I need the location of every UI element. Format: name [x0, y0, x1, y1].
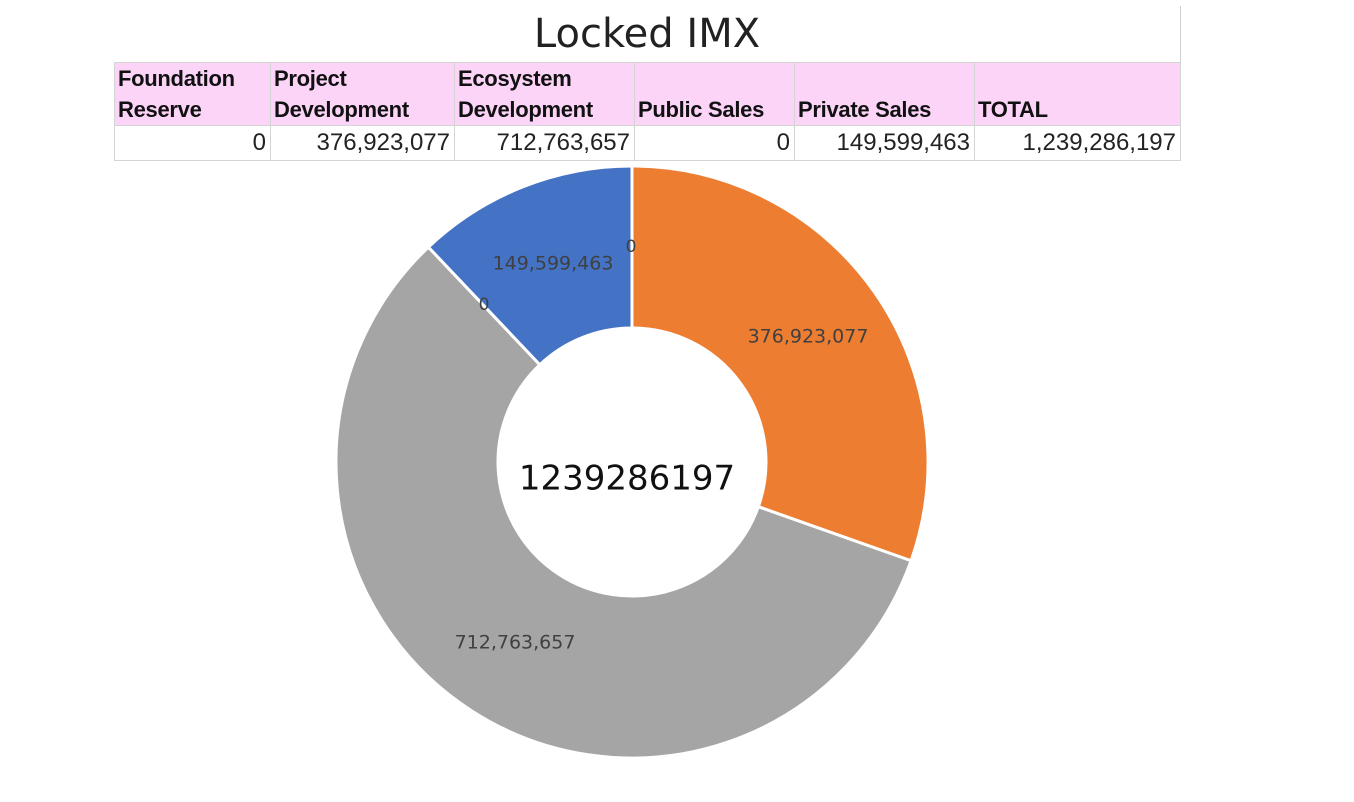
slice-data-label-4: 149,599,463	[493, 253, 614, 275]
cell-private-sales: 149,599,463	[794, 125, 975, 161]
header-project-development: Project Development	[270, 62, 455, 126]
donut-slice-2	[334, 245, 913, 760]
cell-public-sales: 0	[634, 125, 795, 161]
locked-imx-table: Foundation Reserve Project Development E…	[114, 62, 1181, 161]
slice-data-label-2: 712,763,657	[455, 632, 576, 654]
donut-center-total: 1239286197	[519, 459, 735, 499]
header-foundation-reserve: Foundation Reserve	[114, 62, 271, 126]
table-row: 0 376,923,077 712,763,657 0 149,599,463 …	[114, 125, 1181, 161]
header-ecosystem-development: Ecosystem Development	[454, 62, 635, 126]
slice-data-label-1: 376,923,077	[748, 326, 869, 348]
cell-project-development: 376,923,077	[270, 125, 455, 161]
header-total: TOTAL	[974, 62, 1181, 126]
donut-slice-1	[630, 164, 930, 563]
cell-foundation-reserve: 0	[114, 125, 271, 161]
header-public-sales: Public Sales	[634, 62, 795, 126]
donut-slice-4	[426, 164, 634, 367]
slice-data-label-0: 0	[626, 237, 637, 257]
table-header-row: Foundation Reserve Project Development E…	[114, 62, 1181, 126]
cell-total: 1,239,286,197	[974, 125, 1181, 161]
slice-data-label-3: 0	[479, 295, 490, 315]
chart-title: Locked IMX	[114, 6, 1181, 62]
